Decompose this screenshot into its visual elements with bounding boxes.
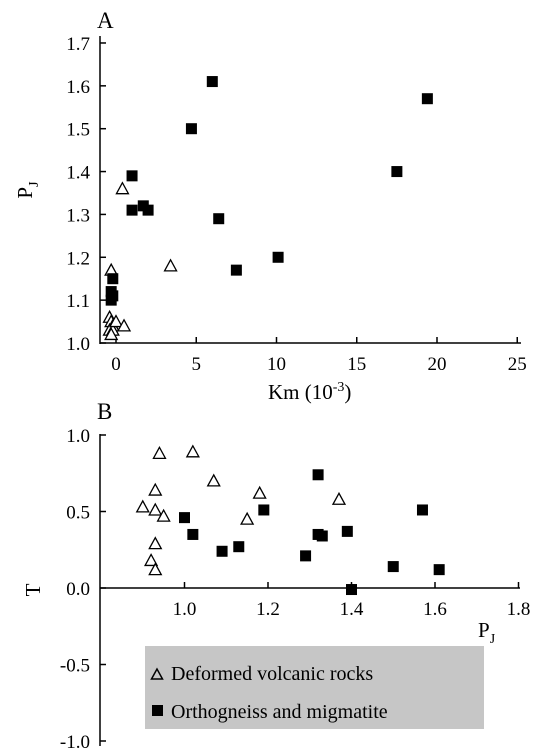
panel-b-triangle-point (240, 511, 255, 525)
panel-a-triangle-point (163, 258, 178, 272)
panel-a: A 1.0 1.1 1.2 1.3 1.4 1.5 1.6 1.7 0 5 10 15 20 25 Km… (13, 8, 527, 404)
panel-b-square-point (187, 528, 199, 540)
panel-b-square-point (346, 584, 357, 596)
panel-a-x-tick-label: 0 (111, 354, 121, 375)
panel-a-square-point (105, 294, 117, 306)
panel-a-square-point (185, 123, 197, 135)
panel-b-square-point (216, 545, 228, 557)
panel-a-x-tick-label: 5 (192, 354, 202, 375)
panel-b-y-axis-title: T (21, 583, 45, 596)
panel-b-square-point (433, 564, 445, 576)
panel-b-y-tick-label: -1.0 (60, 732, 90, 753)
legend-item-volcanic: Deformed volcanic rocks (171, 663, 373, 685)
panel-a-y-tick-label: 1.0 (66, 334, 90, 355)
panel-b-x-tick-label: 1.4 (340, 599, 364, 620)
panel-a-label: A (97, 8, 114, 33)
panel-b-triangle-point (152, 446, 167, 460)
panel-a-y-axis-title: PJ (13, 181, 42, 199)
panel-b-y-tick-label: 1.0 (66, 426, 90, 447)
panel-b-square-point (312, 469, 324, 481)
panel-b-x-tick-label: 1.0 (173, 599, 197, 620)
panel-a-square-point (107, 273, 119, 285)
panel-a-x-tick-label: 25 (508, 354, 527, 375)
panel-a-y-tick-label: 1.5 (66, 120, 90, 141)
panel-b-square-point (341, 525, 353, 537)
panel-b-y-tick-label: 0.0 (66, 579, 90, 600)
panel-a-x-tick-label: 10 (267, 354, 286, 375)
panel-b-triangle-point (185, 444, 200, 458)
panel-b-square-point (233, 541, 245, 553)
panel-b-square-point (387, 561, 399, 573)
panel-b-square-point (300, 550, 312, 562)
svg-text:PJ: PJ (13, 181, 42, 199)
panel-b-triangle-point (331, 491, 347, 505)
legend-square-marker (152, 705, 163, 716)
legend-item-orthogneiss: Orthogneiss and migmatite (171, 701, 388, 723)
panel-b-triangle-point (135, 499, 150, 513)
legend-triangle-marker (150, 667, 164, 680)
panel-b-triangle-point (206, 473, 221, 487)
panel-a-triangle-point (115, 181, 130, 195)
legend: Deformed volcanic rocks Orthogneiss and … (145, 646, 484, 729)
panel-a-square-point (421, 93, 433, 105)
panel-b-triangle-point (144, 553, 159, 567)
panel-a-square-point (126, 204, 138, 216)
panel-b-y-tick-label: 0.5 (66, 503, 90, 524)
legend-background (145, 646, 484, 729)
panel-b-y-tick-label: -0.5 (60, 656, 90, 677)
panel-a-triangle-point (104, 327, 119, 341)
panel-a-x-axis-title: Km (10-3) (268, 380, 351, 404)
panel-b-triangle-point (148, 482, 163, 496)
panel-a-square-point (142, 204, 154, 216)
panel-b-square-point (258, 504, 270, 516)
panel-b-square-point (416, 504, 428, 516)
panel-a-y-tick-label: 1.1 (66, 291, 90, 312)
panel-b-triangle-point (156, 508, 171, 522)
panel-b: B 1.0 0.5 0.0 -0.5 -1.0 1.0 1.2 1.4 1.6 1.8 PJ T… (21, 399, 530, 753)
panel-a-y-tick-label: 1.4 (66, 163, 90, 184)
panel-b-x-tick-label: 1.2 (256, 599, 280, 620)
panel-b-x-tick-label: 1.6 (423, 599, 447, 620)
panel-a-square-point (230, 264, 242, 276)
panel-a-square-point (206, 76, 218, 88)
panel-a-x-tick-label: 15 (347, 354, 366, 375)
panel-a-square-point (213, 213, 225, 225)
panel-a-triangle-point (108, 314, 124, 328)
panel-b-triangle-point (252, 485, 267, 499)
panel-a-square-point (126, 170, 138, 182)
panel-a-y-tick-label: 1.2 (66, 248, 90, 269)
panel-a-y-tick-label: 1.3 (66, 205, 90, 226)
panel-b-triangle-point (148, 502, 163, 516)
panel-b-x-axis-title: PJ (478, 618, 496, 647)
panel-b-square-point (179, 512, 190, 524)
panel-b-square-point (316, 530, 328, 542)
panel-b-triangle-point (148, 536, 163, 550)
panel-b-triangle-point (148, 562, 163, 576)
svg-text:T: T (21, 583, 45, 596)
panel-a-triangle-point (116, 318, 132, 332)
panel-a-x-tick-label: 20 (428, 354, 447, 375)
panel-a-y-tick-label: 1.6 (66, 77, 90, 98)
panel-a-square-point (272, 251, 284, 263)
panel-b-label: B (97, 399, 112, 424)
panel-a-y-tick-label: 1.7 (66, 34, 90, 55)
panel-a-square-point (391, 166, 403, 178)
panel-b-x-tick-label: 1.8 (507, 599, 531, 620)
